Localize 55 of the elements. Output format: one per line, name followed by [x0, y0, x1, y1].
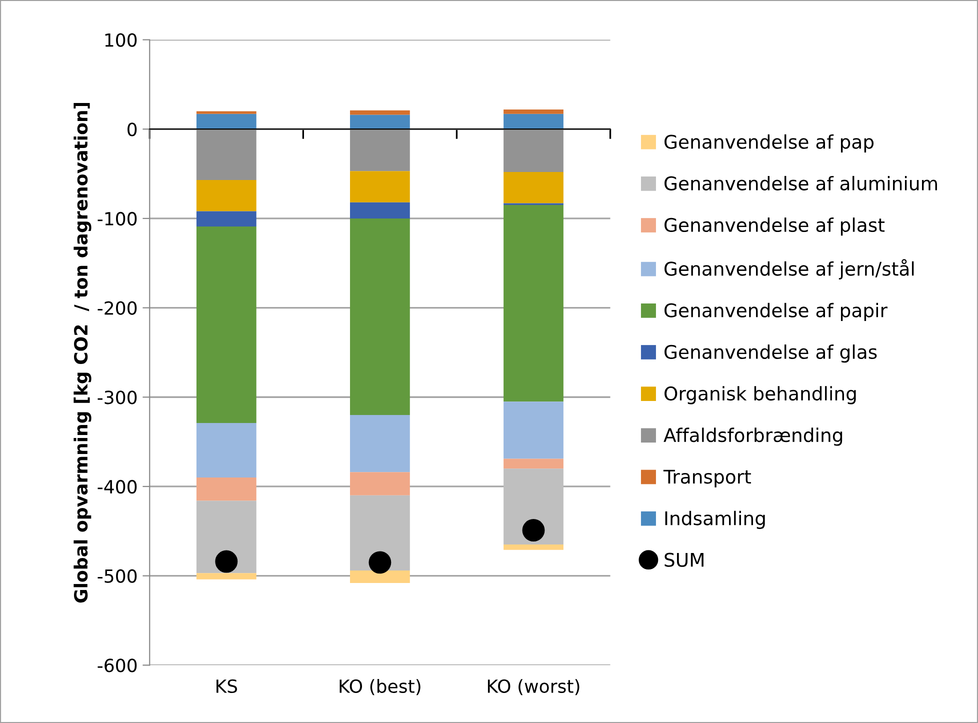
- legend-label: Indsamling: [665, 510, 765, 529]
- legend-label: Genanvendelse af aluminium: [664, 176, 937, 190]
- bar: [504, 402, 564, 459]
- point: [215, 550, 238, 573]
- bar: [196, 573, 256, 580]
- bar: [196, 111, 256, 114]
- bar: [504, 468, 564, 545]
- y-tick-label: -200: [98, 301, 137, 315]
- bar: [350, 570, 410, 583]
- legend-label: Organisk behandling: [664, 386, 856, 404]
- bar: [196, 500, 256, 574]
- bar: [350, 472, 410, 496]
- legend-label: Transport: [663, 470, 751, 488]
- bar: [196, 211, 256, 226]
- bar: [350, 129, 410, 172]
- legend-label: Genanvendelse af glas: [664, 344, 877, 363]
- bar: [504, 114, 564, 130]
- bar: [196, 114, 256, 130]
- bar: [504, 172, 564, 204]
- y-tick-label: -300: [98, 390, 137, 404]
- bar: [504, 544, 564, 550]
- y-axis-title: Global opvarmning [kg CO2 / ton dagrenovation]: [74, 102, 92, 603]
- y-tick-label: 0: [128, 122, 137, 136]
- legend-label: Genanvendelse af jern/stål: [664, 259, 914, 280]
- bar: [504, 205, 564, 402]
- point: [368, 551, 392, 574]
- legend-label: SUM: [664, 552, 704, 567]
- y-tick-label: -100: [98, 212, 137, 226]
- legend-label: Genanvendelse af plast: [664, 218, 885, 236]
- legend-label: Affaldsforbrænding: [664, 428, 842, 446]
- x-tick-label: KO (best): [340, 679, 420, 696]
- bar: [350, 171, 410, 202]
- bar: [350, 495, 410, 570]
- bar: [196, 129, 256, 180]
- bar: [196, 478, 256, 501]
- bar: [196, 226, 256, 424]
- y-tick-label: -400: [98, 480, 137, 494]
- legend-label: Genanvendelse af pap: [664, 134, 874, 153]
- x-tick-label: KO (worst): [488, 679, 580, 696]
- legend-label: Genanvendelse af papir: [664, 302, 888, 322]
- bar: [196, 180, 256, 212]
- bar: [350, 114, 410, 130]
- bar: [350, 202, 410, 218]
- bar: [504, 129, 564, 172]
- bar: [504, 109, 564, 114]
- y-tick-label: -600: [98, 658, 137, 672]
- bar: [504, 458, 564, 469]
- point: [522, 519, 545, 542]
- x-tick-label: KS: [216, 679, 238, 694]
- bar: [350, 218, 410, 415]
- y-tick-label: -500: [98, 569, 137, 583]
- y-tick-label: 100: [105, 33, 137, 47]
- bar: [350, 110, 410, 115]
- bar: [196, 423, 256, 478]
- bar: [350, 415, 410, 472]
